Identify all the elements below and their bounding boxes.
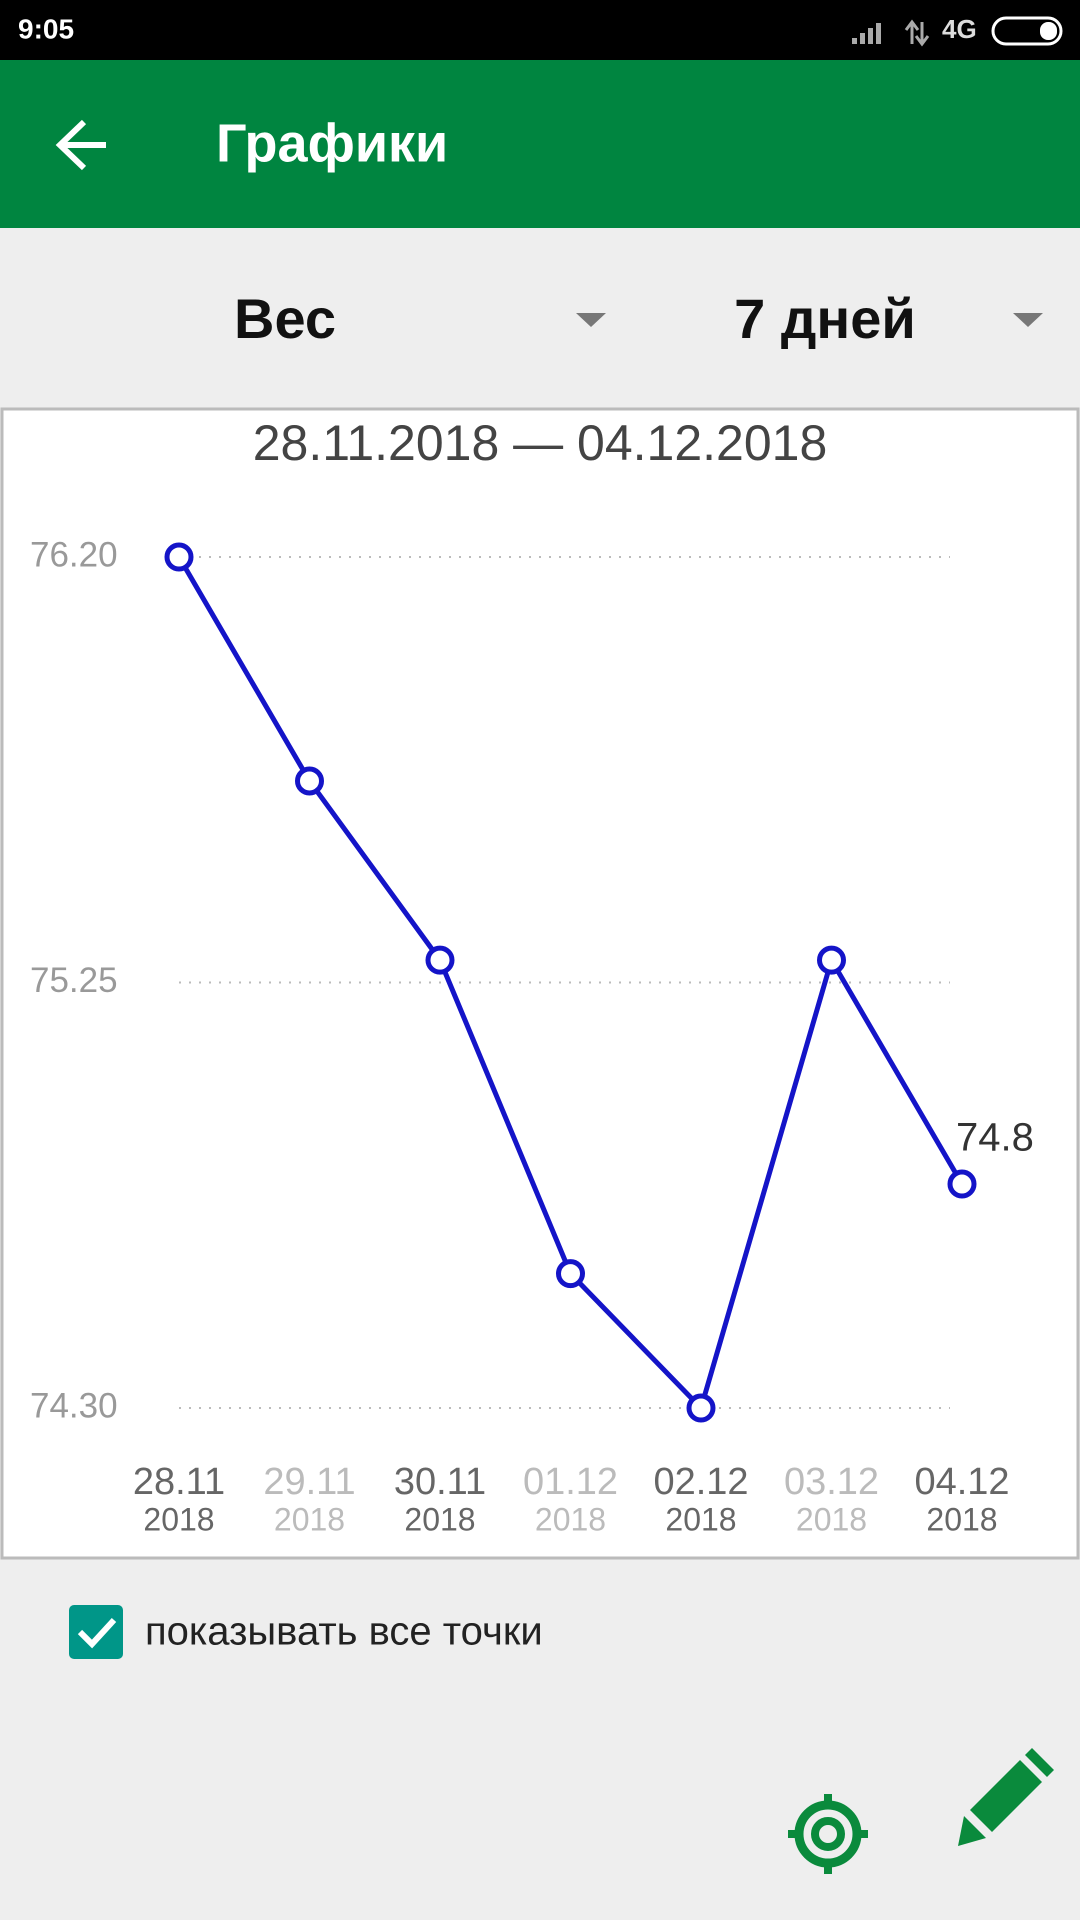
x-tick-year: 2018 <box>404 1501 475 1537</box>
back-button[interactable] <box>55 119 106 171</box>
data-icon <box>904 19 930 47</box>
x-tick-label: 04.12 <box>914 1461 1009 1503</box>
x-tick-label: 02.12 <box>653 1461 748 1503</box>
signal-icon <box>852 23 881 44</box>
app-title: Графики <box>216 113 448 173</box>
checkmark <box>77 1617 117 1649</box>
checkbox[interactable] <box>69 1605 123 1659</box>
battery-level <box>1040 22 1057 40</box>
y-tick-label: 75.25 <box>30 961 118 1000</box>
x-tick-year: 2018 <box>143 1501 214 1537</box>
data-point <box>947 1169 977 1199</box>
y-tick-label: 74.30 <box>30 1386 118 1425</box>
dropdown-arrow[interactable] <box>576 313 606 327</box>
dropdown-arrow[interactable] <box>1013 313 1043 327</box>
metric-selector[interactable]: Вес <box>234 287 336 350</box>
status-bar <box>0 0 1080 60</box>
network-type: 4G <box>942 14 977 44</box>
value-label: 74.8 <box>956 1116 1034 1160</box>
x-tick-year: 2018 <box>926 1501 997 1537</box>
data-point <box>556 1259 585 1289</box>
x-tick-year: 2018 <box>274 1501 345 1537</box>
app-bar <box>0 60 1080 228</box>
data-point <box>164 542 194 572</box>
locate-button[interactable] <box>788 1794 868 1874</box>
x-tick-year: 2018 <box>535 1501 606 1537</box>
data-point <box>817 945 846 975</box>
checkbox-label[interactable]: показывать все точки <box>145 1610 543 1654</box>
data-point <box>295 766 324 796</box>
x-tick-label: 03.12 <box>784 1461 879 1503</box>
edit-button[interactable] <box>958 1748 1054 1846</box>
period-selector[interactable]: 7 дней <box>734 287 916 350</box>
chart-panel <box>0 407 1080 1560</box>
x-tick-year: 2018 <box>796 1501 867 1537</box>
y-tick-label: 76.20 <box>30 535 118 574</box>
data-point <box>686 1393 716 1423</box>
x-tick-label: 28.11 <box>133 1461 225 1503</box>
status-time: 9:05 <box>18 13 74 44</box>
data-point <box>425 945 455 975</box>
x-tick-year: 2018 <box>665 1501 736 1537</box>
battery-icon <box>991 16 1063 46</box>
x-tick-label: 29.11 <box>263 1461 355 1503</box>
chart-title: 28.11.2018 — 04.12.2018 <box>253 415 828 471</box>
x-tick-label: 01.12 <box>523 1461 618 1503</box>
x-tick-label: 30.11 <box>394 1461 486 1503</box>
